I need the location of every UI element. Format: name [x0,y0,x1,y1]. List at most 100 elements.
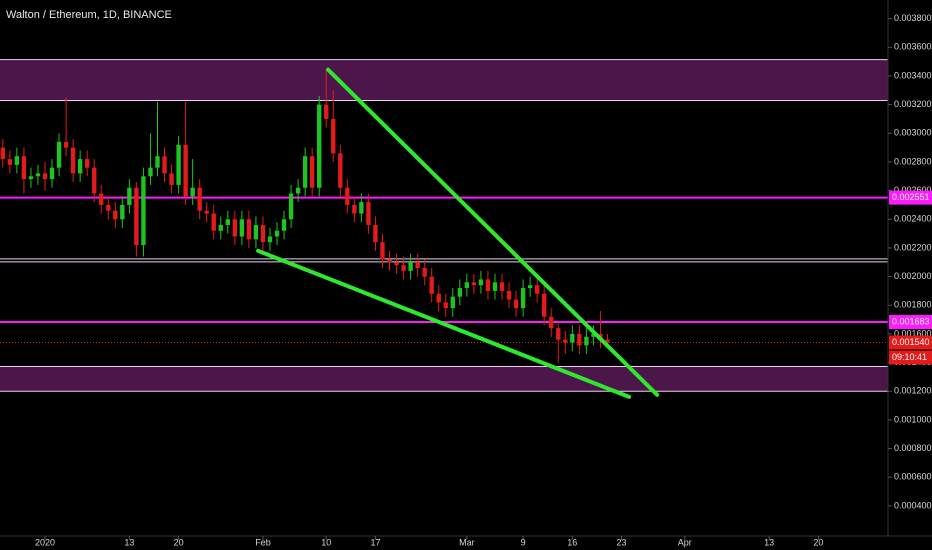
candle-body [225,219,230,226]
candle-body [457,288,462,297]
candle-body [120,204,125,220]
candle-body [563,339,568,343]
last-price-label: 0.001540 [892,337,930,347]
candle-body [373,225,378,243]
candle-body [218,225,223,231]
candle-body [436,293,441,303]
candle-body [99,193,104,205]
y-tick-label: 0.003400 [894,70,932,80]
x-tick-label: Apr [678,537,692,547]
candle-body [570,333,575,343]
y-tick-label: 0.000800 [894,443,932,453]
candle-body [162,156,167,174]
countdown-box [889,350,932,365]
candle-body [246,219,252,240]
candle-body [485,279,491,291]
y-tick-label: 0.002800 [894,156,932,166]
candle-body [14,156,20,165]
candle-body [148,167,153,177]
candle-body [415,262,420,268]
candle-body [42,173,48,180]
candle-body [549,316,554,329]
candle-body [267,236,273,243]
candle-body [309,156,315,188]
y-tick-label: 0.000600 [894,472,932,482]
zone [0,59,888,101]
candle-body [281,219,287,231]
x-tick-label: 20 [813,537,823,547]
y-tick-label: 0.003800 [894,13,932,23]
y-tick-label: 0.002400 [894,214,932,224]
candle-body [274,230,280,237]
candle-body [499,282,505,291]
candle-body [35,173,41,177]
y-tick-label: 0.003000 [894,128,932,138]
candle-body [302,156,308,188]
candle-body [0,147,5,160]
candle-body [464,282,470,289]
chart-title: Walton / Ethereum, 1D, BINANCE [6,9,172,21]
y-tick-label: 0.002000 [894,271,932,281]
candle-body [77,159,83,174]
candle-body [478,279,484,286]
candle-body [21,156,27,180]
candle-body [211,213,216,231]
candle-body [70,147,76,174]
candle-body [605,339,610,343]
candle-body [295,187,301,194]
candle-body [176,144,181,185]
y-tick-label: 0.003600 [894,42,932,52]
candle-body [56,141,62,168]
y-tick-label: 0.001800 [894,300,932,310]
x-tick-label: 13 [764,537,774,547]
candle-body [127,187,132,205]
y-tick-label: 0.001200 [894,386,932,396]
x-tick-label: 17 [370,537,380,547]
x-tick-label: Feb [255,537,271,547]
candle-body [408,262,413,271]
candle-body [450,296,455,309]
candle-body [260,225,266,243]
candle-body [85,159,90,168]
candle-body [352,204,357,214]
candle-body [366,202,371,226]
candle-body [169,173,174,185]
candle-body [288,193,294,220]
plot-area [0,59,888,399]
candle-body [422,268,427,277]
y-tick-label: 0.002600 [894,185,932,195]
candle-body [324,104,329,119]
candle-body [232,219,238,237]
x-tick-label: 23 [617,537,627,547]
level-label: 0.001683 [892,316,930,326]
candle-body [239,219,245,237]
candle-body [106,204,111,211]
candle-body [317,104,322,188]
x-tick-label: 9 [521,537,526,547]
candle-body [190,187,195,197]
candle-body [28,176,34,180]
level-label: 0.002551 [892,192,930,202]
candle-body [591,333,596,337]
candle-body [387,259,392,263]
candle-body [113,210,118,220]
x-tick-label: 20 [174,537,184,547]
candle-body [345,187,350,205]
x-tick-label: 16 [567,537,577,547]
candle-body [141,176,146,246]
countdown-label: 09:10:41 [892,352,927,362]
candle-body [331,118,336,154]
candle-body [253,225,259,240]
level-label-box [889,315,932,330]
candle-body [204,210,209,214]
candle-body [506,290,512,300]
candle-body [527,285,533,289]
trendline [256,248,632,399]
candle-body [63,141,69,148]
candle-body [380,242,385,260]
x-tick-label: 10 [321,537,331,547]
zone [0,366,888,392]
x-tick-label: 13 [124,537,134,547]
candle-body [401,265,406,271]
